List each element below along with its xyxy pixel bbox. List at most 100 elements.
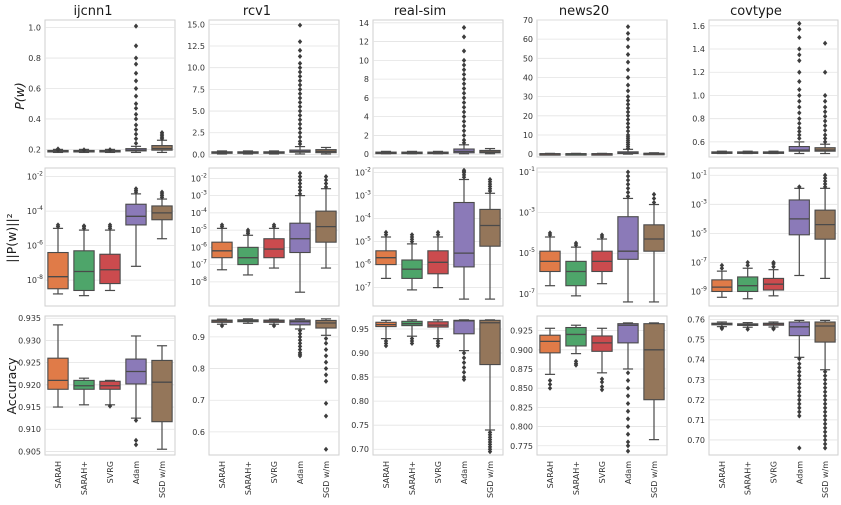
y-tick-label: 0.74 [687,356,705,365]
box-sarah [47,222,69,295]
box-body [73,379,95,390]
row-labels: P(w) ||P(w)||² Accuracy [4,82,27,414]
y-tick-label: 5.0 [192,107,205,116]
box-adam [788,319,810,451]
box-body [453,201,475,268]
outlier-point [81,223,87,229]
outlier-point [297,60,303,66]
box-body [643,224,665,252]
outlier-point [822,381,828,387]
panel-r0-c3: 0 10 20 30 40 50 60 70 [523,16,668,159]
column-title-rcv1: rcv1 [243,4,271,19]
outlier-point [107,403,113,409]
outlier-point [625,44,631,50]
outlier-point [625,88,631,94]
box-sarah [539,230,561,287]
outlier-point [651,191,657,197]
outlier-point [271,323,277,329]
outlier-point [625,113,631,119]
y-tick-label: 0.0 [192,150,205,159]
box-body [617,323,639,344]
outlier-point [297,138,303,144]
box-sgd-w-m [315,174,337,269]
outlier-point [409,232,415,238]
outlier-point [435,343,441,349]
panel-r2-c0: 0.905 0.910 0.915 0.920 0.925 0.930 0.935 SARAH… [18,314,176,498]
y-tick-label: 0.95 [351,325,369,334]
y-tick-label: 15.0 [187,20,205,29]
outlier-point [297,331,303,337]
y-tick-label: 0.2 [28,145,41,154]
y-tick-label: 10-7 [519,288,535,299]
outlier-point [822,123,828,129]
outlier-point [745,326,750,332]
panel-r1-c4: 10-9 10-7 10-5 10-3 10-1 [691,167,839,307]
y-tick-label: 0.915 [18,403,41,412]
y-tick-label: 12 [359,38,369,47]
x-tick-label: SVRG [106,461,115,483]
outlier-point [461,109,467,115]
outlier-point [133,23,139,29]
box-body [47,251,69,290]
outlier-point [625,120,631,127]
box-body [125,203,147,226]
y-tick-label: 0.4 [28,115,41,124]
outlier-point [461,140,467,146]
outlier-point [107,147,113,153]
outlier-point [625,59,631,65]
outlier-point [159,130,165,136]
panel-r1-c0: 10-8 10-6 10-4 10-2 [27,167,176,307]
box-svrg [427,319,449,349]
row-label-accuracy: Accuracy [4,357,19,415]
outlier-point [797,405,802,411]
outlier-point [719,262,725,268]
outlier-point [133,43,139,49]
y-tick-label: 0.85 [351,373,369,382]
outlier-point [822,437,828,443]
y-tick-label: 0.930 [18,336,41,345]
y-tick-label: 10-3 [355,190,371,201]
outlier-point [745,262,750,268]
y-tick-label: 0.850 [510,384,533,393]
box-body [479,208,501,247]
outlier-point [435,229,441,235]
outlier-point [133,140,139,146]
outlier-point [55,146,61,152]
y-tick-label: 10-8 [27,274,43,285]
y-tick-label: 1.6 [692,22,705,31]
y-tick-label: 0.75 [687,336,705,345]
x-tick-label: SVRG [598,461,607,483]
box-sarah- [237,150,259,155]
outlier-point [55,222,61,228]
outlier-point [625,101,631,107]
outlier-point [797,135,802,142]
box-body [211,241,233,259]
outlier-point [297,82,303,88]
outlier-point [797,34,802,41]
box-svrg [99,222,121,292]
outlier-point [133,78,139,84]
outlier-point [271,222,277,228]
panel-r1-c2: 10-7 10-6 10-5 10-4 10-3 10-2 [355,167,504,307]
y-tick-label: 10-5 [691,227,707,238]
x-tick-label: SARAH [382,461,391,488]
outlier-point [547,377,553,384]
outlier-point [461,355,467,361]
box-adam [788,184,810,277]
box-sgd-w-m [814,40,836,155]
row-label-objective: P(w) [12,82,27,110]
outlier-point [822,135,828,142]
outlier-point [487,176,493,183]
y-tick-label: 10-5 [191,224,207,235]
outlier-point [323,177,329,183]
outlier-point [625,51,631,58]
panel-r0-c0: 0.2 0.4 0.6 0.8 1.0 [28,19,176,158]
x-tick-label: SARAH+ [572,461,581,495]
outlier-point [323,340,329,346]
outlier-point [133,186,139,192]
outlier-point [797,26,802,32]
outlier-point [822,409,828,415]
outlier-point [797,120,802,126]
outlier-point [625,431,631,437]
x-tick-label: Adam [624,461,633,484]
